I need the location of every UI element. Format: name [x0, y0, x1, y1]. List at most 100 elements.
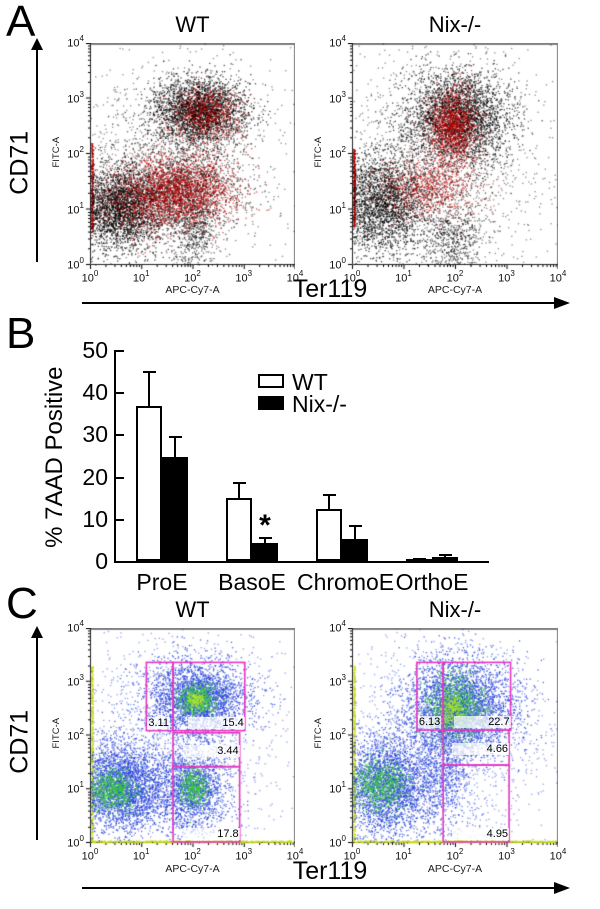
bar-Nix-/--OrthoE [432, 556, 458, 561]
tick-exponent: 0 [355, 847, 361, 856]
tick-exponent: 1 [407, 269, 412, 278]
x-tick-label-flow-c-wt-3: 103 [235, 847, 253, 863]
gate-label-flow-c-nix-3: 4.95 [452, 827, 510, 841]
errorbar-line-Nix-/--BasoE [264, 536, 266, 544]
cd71-arrowhead-c [31, 626, 43, 638]
bar-y-tick-10 [116, 518, 124, 521]
x-tick-label-flow-a-wt-1: 101 [132, 269, 150, 285]
errorbar-cap-Nix-/--ProE [168, 435, 182, 438]
plot-title-c-nix: Nix-/- [428, 597, 482, 622]
tick-exponent: 0 [79, 256, 84, 265]
y-tick-label-flow-c-nix-4: 104 [329, 619, 346, 635]
tick-exponent: 4 [298, 847, 304, 856]
tick-exponent: 0 [341, 834, 346, 843]
tick-exponent: 3 [79, 672, 84, 682]
cd71-axis-label-a: CD71 [5, 130, 34, 195]
tick-exponent: 0 [341, 256, 346, 265]
x-tick-label-flow-a-wt-2: 102 [184, 269, 201, 285]
tick-exponent: 2 [79, 726, 84, 736]
y-tick-label-flow-a-nix-0: 100 [329, 256, 346, 272]
tick-exponent: 0 [93, 269, 99, 278]
bar-Nix-/--BasoE [252, 543, 278, 561]
tick-exponent: 2 [458, 847, 464, 856]
tick-exponent: 3 [510, 847, 515, 856]
apccy7-axis-label-a-nix: APC-Cy7-A [427, 284, 483, 296]
errorbar-line-WT-ProE [148, 371, 150, 406]
ter119-arrowhead-a [554, 297, 570, 309]
tick-exponent: 1 [341, 200, 346, 210]
gate-label-flow-c-wt-3: 17.8 [182, 827, 240, 841]
bar-y-tick-40 [116, 392, 124, 395]
gate-label-flow-c-wt-1: 15.4 [187, 716, 245, 729]
gate-label-flow-c-nix-1: 22.7 [453, 716, 511, 729]
tick-exponent: 3 [341, 89, 346, 99]
y-tick-label-flow-a-wt-0: 100 [67, 256, 84, 272]
tick-exponent: 4 [341, 34, 346, 43]
tick-exponent: 1 [79, 780, 84, 790]
bar-category-label-BasoE: BasoE [218, 569, 286, 595]
x-tick-label-flow-c-nix-0: 100 [343, 847, 361, 863]
tick-exponent: 2 [458, 269, 464, 278]
y-tick-label-flow-c-wt-0: 100 [67, 834, 84, 850]
ter119-axis-label-a: Ter119 [292, 275, 368, 303]
y-tick-label-flow-a-nix-4: 104 [329, 34, 346, 50]
errorbar-line-WT-ChromoE [328, 493, 330, 510]
tick-exponent: 3 [247, 847, 253, 856]
tick-exponent: 2 [196, 847, 201, 856]
tick-exponent: 1 [145, 847, 150, 856]
plot-title-c-wt: WT [175, 597, 210, 622]
cd71-axis-line-a [36, 48, 38, 262]
flow-plot-canvas-c-wt [85, 628, 295, 848]
bar-y-axis-label: % 7AAD Positive [40, 366, 68, 548]
tick-exponent: 2 [79, 145, 84, 154]
bar-y-tick-0 [116, 561, 124, 563]
ter119-axis-label-c: Ter119 [292, 857, 368, 885]
errorbar-cap-Nix-/--OrthoE [438, 554, 452, 557]
bar-WT-OrthoE [406, 558, 432, 563]
errorbar-cap-Nix-/--ChromoE [348, 525, 362, 528]
bar-y-tick-label-10: 10 [82, 505, 108, 532]
x-tick-label-flow-a-nix-4: 104 [549, 269, 567, 285]
legend-swatch-WT [258, 374, 284, 388]
errorbar-cap-Nix-/--BasoE [258, 536, 272, 539]
tick-exponent: 4 [298, 269, 304, 278]
y-tick-label-flow-a-nix-3: 103 [329, 89, 346, 106]
panel-c-letter: C [6, 579, 38, 628]
y-tick-label-flow-a-nix-2: 102 [329, 145, 346, 161]
y-tick-label-flow-a-nix-1: 101 [329, 200, 346, 217]
x-tick-label-flow-a-nix-1: 101 [395, 269, 412, 285]
bar-y-tick-label-20: 20 [82, 463, 108, 490]
apccy7-axis-label-c-nix: APC-Cy7-A [427, 863, 483, 875]
y-tick-label-flow-c-wt-2: 102 [67, 726, 84, 743]
y-tick-label-flow-a-wt-4: 104 [67, 34, 84, 50]
bar-category-label-ChromoE: ChromoE [297, 569, 395, 595]
legend-label-Nix-/-: Nix-/- [292, 391, 347, 417]
bar-WT-ProE [136, 405, 162, 561]
x-tick-label-flow-c-wt-0: 100 [81, 847, 99, 863]
y-tick-label-flow-a-wt-2: 102 [67, 145, 84, 161]
x-tick-label-flow-a-wt-3: 103 [235, 269, 253, 285]
significance-asterisk-0: * [259, 508, 271, 542]
flow-plot-canvas-c-nix [347, 628, 558, 848]
tick-exponent: 3 [510, 269, 515, 278]
x-tick-label-flow-c-nix-4: 104 [549, 847, 567, 863]
y-tick-label-flow-a-wt-1: 101 [67, 200, 84, 217]
tick-exponent: 4 [79, 619, 84, 628]
x-tick-label-flow-a-nix-0: 100 [343, 269, 361, 285]
x-tick-label-flow-c-wt-4: 104 [286, 847, 304, 863]
y-tick-label-flow-c-wt-4: 104 [67, 619, 84, 635]
gate-label-flow-c-nix-2: 4.66 [452, 742, 510, 755]
ter119-axis-line-c [82, 887, 554, 889]
errorbar-line-Nix-/--ChromoE [354, 525, 356, 540]
gate-label-flow-c-nix-0: 6.13 [417, 716, 442, 729]
tick-exponent: 2 [341, 726, 346, 736]
x-tick-label-flow-a-wt-4: 104 [286, 269, 304, 285]
tick-exponent: 1 [341, 780, 346, 790]
tick-exponent: 2 [196, 269, 201, 278]
y-tick-label-flow-c-nix-3: 103 [329, 672, 346, 689]
bar-WT-BasoE [226, 497, 252, 561]
apccy7-axis-label-a-wt: APC-Cy7-A [165, 284, 220, 296]
y-tick-label-flow-c-wt-1: 101 [67, 780, 84, 796]
tick-exponent: 1 [145, 269, 150, 278]
tick-exponent: 4 [561, 269, 567, 278]
